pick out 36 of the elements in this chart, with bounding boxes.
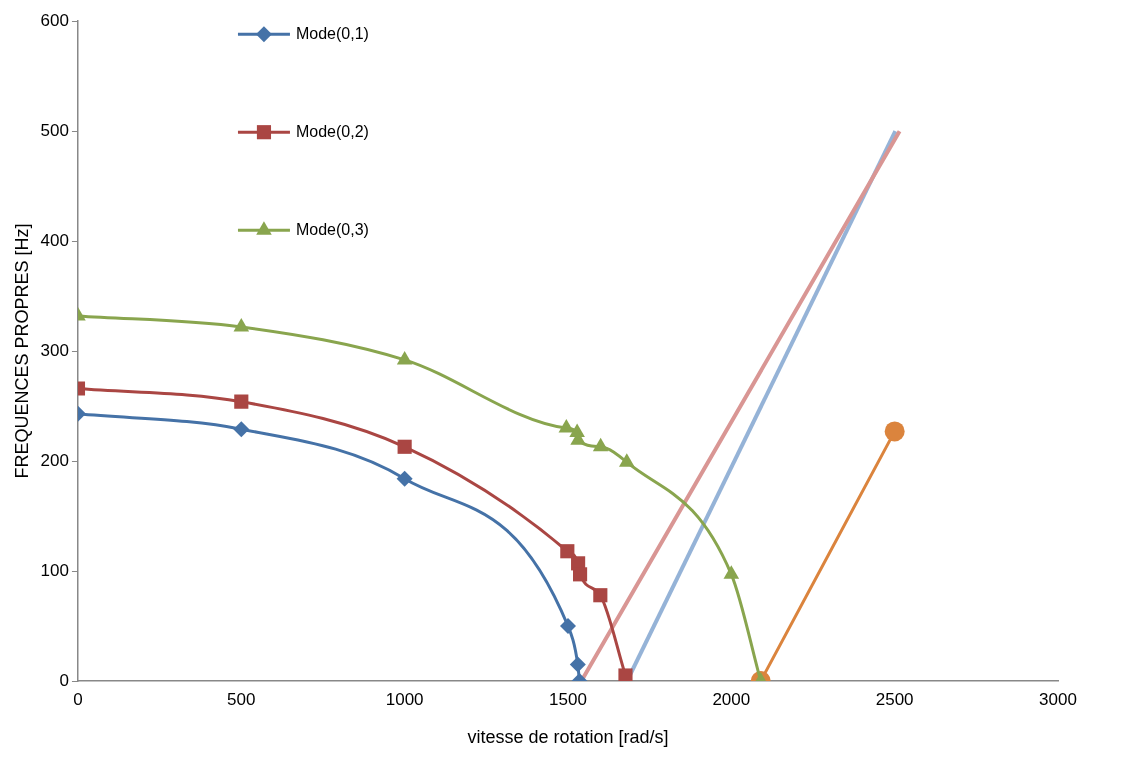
- legend-label: Mode(0,1): [295, 24, 369, 42]
- x-tick-label: 0: [73, 689, 83, 709]
- x-tick-label: 500: [227, 689, 256, 709]
- point: [592, 437, 609, 452]
- point: [618, 668, 633, 681]
- y-tick-label: 100: [40, 560, 69, 580]
- y-tick-label: 600: [40, 10, 69, 30]
- point: [233, 421, 250, 438]
- x-tick-label: 1000: [385, 689, 424, 709]
- x-tick-label: 2500: [875, 689, 914, 709]
- y-tick-label: 200: [40, 450, 69, 470]
- y-tick-label: 300: [40, 340, 69, 360]
- legend-label: Mode(0,3): [295, 220, 369, 238]
- point: [593, 588, 608, 603]
- point: [723, 565, 740, 579]
- y-tick-label: 400: [40, 230, 69, 250]
- x-axis-title: vitesse de rotation [rad/s]: [467, 727, 669, 748]
- x-tick-label: 1500: [549, 689, 587, 709]
- point: [234, 394, 249, 409]
- point: [618, 453, 635, 467]
- point: [560, 544, 575, 559]
- y-tick-label: 500: [40, 120, 69, 140]
- point: [233, 317, 250, 332]
- point: [569, 656, 586, 673]
- point: [573, 567, 588, 582]
- y-tick-label: 0: [59, 670, 69, 690]
- point: [559, 618, 576, 635]
- point: [397, 439, 412, 454]
- point: [396, 350, 413, 365]
- x-tick-label: 2000: [712, 689, 751, 709]
- point: [558, 419, 575, 433]
- y-axis-title: FREQUENCES PROPRES [Hz]: [11, 223, 32, 479]
- legend-label: Mode(0,2): [295, 122, 369, 140]
- point: [396, 470, 413, 487]
- point: [884, 421, 905, 442]
- x-tick-label: 3000: [1039, 689, 1077, 709]
